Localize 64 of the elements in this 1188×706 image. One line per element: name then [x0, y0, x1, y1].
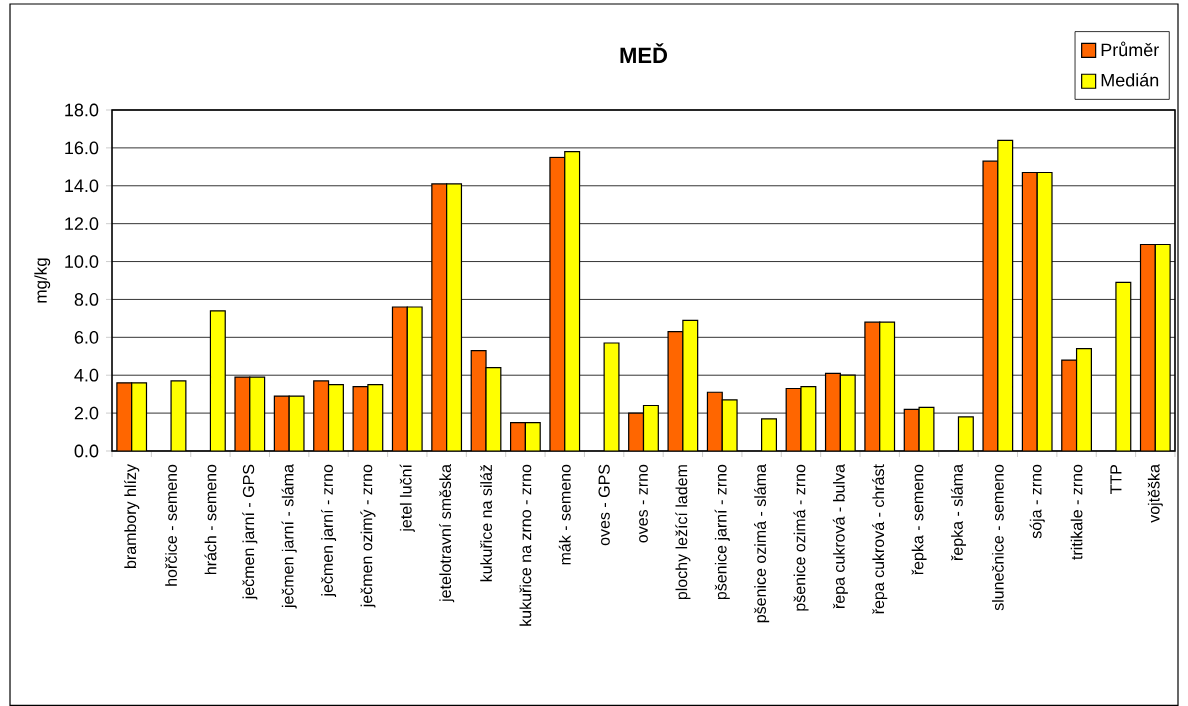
bar	[509, 421, 526, 451]
bar	[642, 404, 659, 451]
bar	[706, 391, 723, 451]
bar	[839, 374, 856, 451]
bar	[564, 151, 581, 451]
legend-label: Průměr	[1101, 41, 1159, 57]
chart-title: MEĎ	[620, 43, 668, 63]
y-tick-label: 8.0	[74, 293, 99, 306]
x-tick-label: mák - semeno	[558, 464, 571, 565]
x-tick-label: pšenice jarní - zrno	[714, 464, 730, 600]
y-tick-label: 6.0	[74, 330, 99, 344]
bar	[249, 376, 266, 451]
bar	[1021, 171, 1038, 451]
x-tick-label: ječmen jarní - sláma	[281, 464, 297, 609]
x-tick-label: ječmen jarní - GPS	[242, 464, 258, 600]
y-axis-title: mg/kg	[34, 258, 51, 303]
bar	[1061, 359, 1078, 451]
legend-label: Medián	[1101, 73, 1159, 87]
bar	[1075, 348, 1092, 451]
x-tick-label: řepka - semeno	[911, 464, 927, 575]
y-tick-label: 4.0	[74, 368, 99, 382]
x-tick-label: oves - GPS	[598, 464, 610, 546]
bar	[761, 418, 778, 451]
x-tick-label: jetelotravní směska	[439, 464, 455, 603]
bar	[628, 412, 645, 451]
bar	[879, 321, 896, 451]
bar	[391, 306, 408, 451]
bar	[131, 382, 148, 451]
bar	[273, 395, 290, 451]
x-tick-label: pšenice ozimá - zrno	[793, 464, 809, 611]
x-tick-label: řepka - sláma	[950, 464, 967, 561]
x-tick-label: řepa cukrová - chrást	[872, 464, 888, 614]
bar	[997, 139, 1014, 451]
y-tick-label: 14.0	[65, 179, 99, 193]
x-tick-label: oves - zrno	[639, 464, 648, 543]
x-tick-label: sója - zrno	[1029, 464, 1045, 539]
x-tick-label: pšenice ozimá - sláma	[754, 464, 770, 623]
bar	[524, 421, 541, 451]
bar	[824, 372, 841, 451]
x-tick-label: hrách - semeno	[204, 464, 217, 575]
x-tick-label: kukuřice na zrno - zrno	[519, 464, 532, 626]
x-tick-label: plochy ležící ladem	[675, 465, 691, 600]
x-tick-label: vojtěška	[1147, 464, 1163, 523]
bar	[446, 183, 463, 451]
bar	[313, 380, 330, 451]
x-tick-label: ječmen jarní - zrno	[320, 464, 337, 597]
x-tick-label: tritikale - zrno	[1070, 464, 1083, 560]
x-tick-label: TTP	[1110, 464, 1122, 494]
x-tick-label: kukuřice na siláž	[480, 464, 492, 582]
x-tick-label: brambory hlízy	[124, 464, 140, 568]
y-tick-label: 16.0	[65, 141, 99, 155]
x-tick-label: ječmen ozimý - zrno	[360, 464, 376, 608]
y-tick-label: 10.0	[65, 255, 99, 268]
x-tick-label: slunečnice - semeno	[991, 464, 1004, 611]
bar	[1139, 243, 1156, 451]
y-tick-label: 0.0	[74, 444, 99, 458]
x-tick-label: hořčice - semeno	[165, 464, 177, 586]
bar	[327, 384, 344, 451]
y-tick-label: 2.0	[74, 406, 99, 420]
x-tick-label: řepa cukrová - bulva	[832, 464, 848, 609]
y-tick-label: 18.0	[65, 103, 99, 117]
x-tick-label: jetel luční	[399, 464, 415, 533]
y-tick-label: 12.0	[65, 217, 99, 231]
bar	[209, 310, 226, 451]
